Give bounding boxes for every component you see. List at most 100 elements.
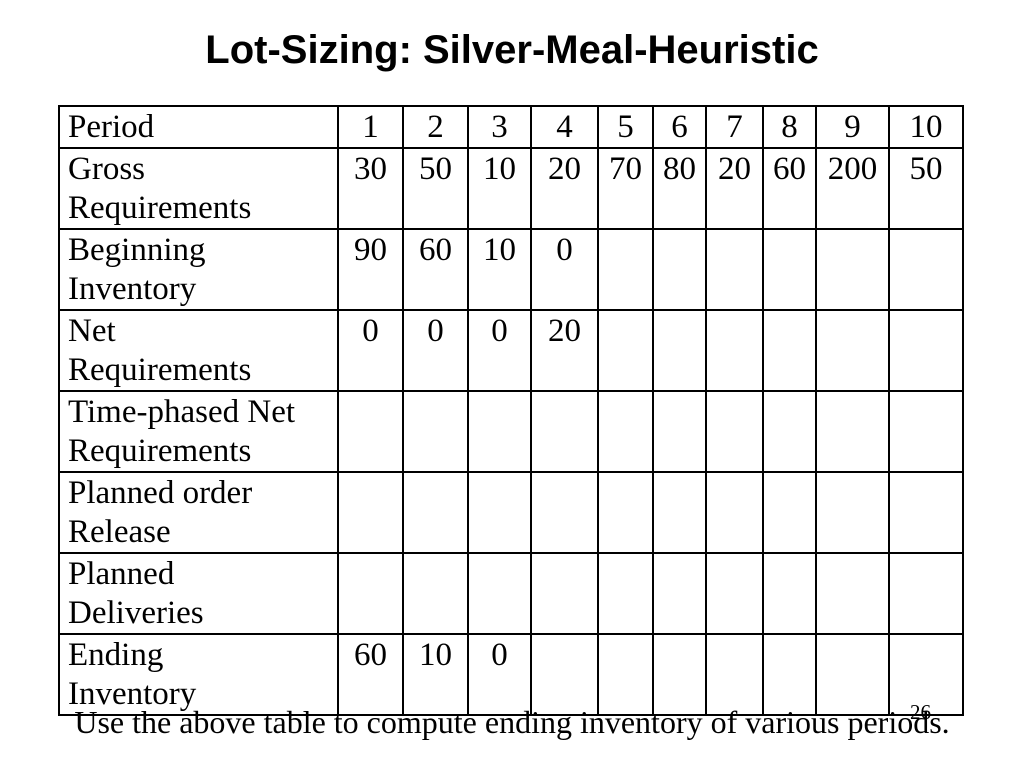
value-cell: 10 — [467, 228, 532, 311]
value-cell — [888, 309, 964, 392]
value-cell — [337, 390, 404, 473]
value-cell — [652, 309, 707, 392]
value-cell — [597, 390, 654, 473]
value-cell — [705, 552, 764, 635]
table-header-row: Period 1 2 3 4 5 6 7 8 9 10 — [58, 105, 964, 149]
value-cell — [888, 471, 964, 554]
footer-note: Use the above table to compute ending in… — [74, 704, 950, 740]
value-cell — [597, 633, 654, 716]
value-cell — [762, 471, 817, 554]
lot-sizing-table: Period 1 2 3 4 5 6 7 8 9 10 Gross Requirements 30 5… — [58, 105, 964, 716]
value-cell — [652, 228, 707, 311]
slide-title: Lot-Sizing: Silver-Meal-Heuristic — [205, 28, 819, 72]
value-cell — [888, 390, 964, 473]
value-cell — [815, 390, 890, 473]
value-cell — [530, 471, 599, 554]
value-cell — [762, 228, 817, 311]
table-row: Net Requirements 0 0 0 20 — [58, 309, 964, 392]
value-cell — [705, 471, 764, 554]
value-cell — [402, 390, 469, 473]
value-cell — [705, 309, 764, 392]
value-cell: 0 — [402, 309, 469, 392]
period-column-header: 4 — [530, 105, 599, 149]
value-cell: 60 — [402, 228, 469, 311]
value-cell — [888, 228, 964, 311]
value-cell — [597, 471, 654, 554]
period-column-header: 8 — [762, 105, 817, 149]
value-cell — [467, 471, 532, 554]
period-column-header: 1 — [337, 105, 404, 149]
row-label: Gross Requirements — [58, 147, 339, 230]
value-cell: 20 — [530, 147, 599, 230]
value-cell — [467, 552, 532, 635]
value-cell: 50 — [402, 147, 469, 230]
value-cell — [652, 552, 707, 635]
value-cell: 0 — [530, 228, 599, 311]
row-label: Ending Inventory — [58, 633, 339, 716]
value-cell — [762, 633, 817, 716]
value-cell — [467, 390, 532, 473]
value-cell — [597, 228, 654, 311]
value-cell: 10 — [402, 633, 469, 716]
value-cell — [762, 390, 817, 473]
period-column-header: 10 — [888, 105, 964, 149]
value-cell — [337, 471, 404, 554]
row-label: Planned Deliveries — [58, 552, 339, 635]
row-label: Net Requirements — [58, 309, 339, 392]
row-label: Time-phased Net Requirements — [58, 390, 339, 473]
row-label: Planned order Release — [58, 471, 339, 554]
period-column-header: 3 — [467, 105, 532, 149]
value-cell: 60 — [762, 147, 817, 230]
value-cell: 60 — [337, 633, 404, 716]
value-cell: 200 — [815, 147, 890, 230]
period-column-header: 5 — [597, 105, 654, 149]
value-cell — [705, 633, 764, 716]
value-cell — [530, 552, 599, 635]
page-number: 26 — [910, 700, 931, 724]
value-cell: 10 — [467, 147, 532, 230]
value-cell — [597, 552, 654, 635]
value-cell: 50 — [888, 147, 964, 230]
value-cell — [815, 552, 890, 635]
value-cell — [705, 228, 764, 311]
value-cell — [815, 309, 890, 392]
value-cell — [652, 390, 707, 473]
value-cell — [815, 228, 890, 311]
value-cell — [815, 633, 890, 716]
value-cell: 0 — [467, 633, 532, 716]
table-row: Time-phased Net Requirements — [58, 390, 964, 473]
table-row: Ending Inventory 60 10 0 — [58, 633, 964, 716]
value-cell — [815, 471, 890, 554]
table-row: Beginning Inventory 90 60 10 0 — [58, 228, 964, 311]
period-header-label: Period — [58, 105, 339, 149]
value-cell — [652, 633, 707, 716]
value-cell: 0 — [467, 309, 532, 392]
period-column-header: 6 — [652, 105, 707, 149]
value-cell — [888, 552, 964, 635]
table-row: Planned Deliveries — [58, 552, 964, 635]
value-cell — [337, 552, 404, 635]
value-cell — [402, 552, 469, 635]
value-cell: 70 — [597, 147, 654, 230]
value-cell — [530, 390, 599, 473]
value-cell — [888, 633, 964, 716]
value-cell — [597, 309, 654, 392]
table-row: Planned order Release — [58, 471, 964, 554]
value-cell: 90 — [337, 228, 404, 311]
value-cell — [762, 552, 817, 635]
period-column-header: 2 — [402, 105, 469, 149]
value-cell: 0 — [337, 309, 404, 392]
value-cell: 20 — [705, 147, 764, 230]
row-label: Beginning Inventory — [58, 228, 339, 311]
value-cell — [705, 390, 764, 473]
period-column-header: 7 — [705, 105, 764, 149]
value-cell: 20 — [530, 309, 599, 392]
table-row: Gross Requirements 30 50 10 20 70 80 20 60 200 50 — [58, 147, 964, 230]
value-cell — [652, 471, 707, 554]
value-cell: 80 — [652, 147, 707, 230]
value-cell — [762, 309, 817, 392]
period-column-header: 9 — [815, 105, 890, 149]
value-cell — [530, 633, 599, 716]
value-cell: 30 — [337, 147, 404, 230]
